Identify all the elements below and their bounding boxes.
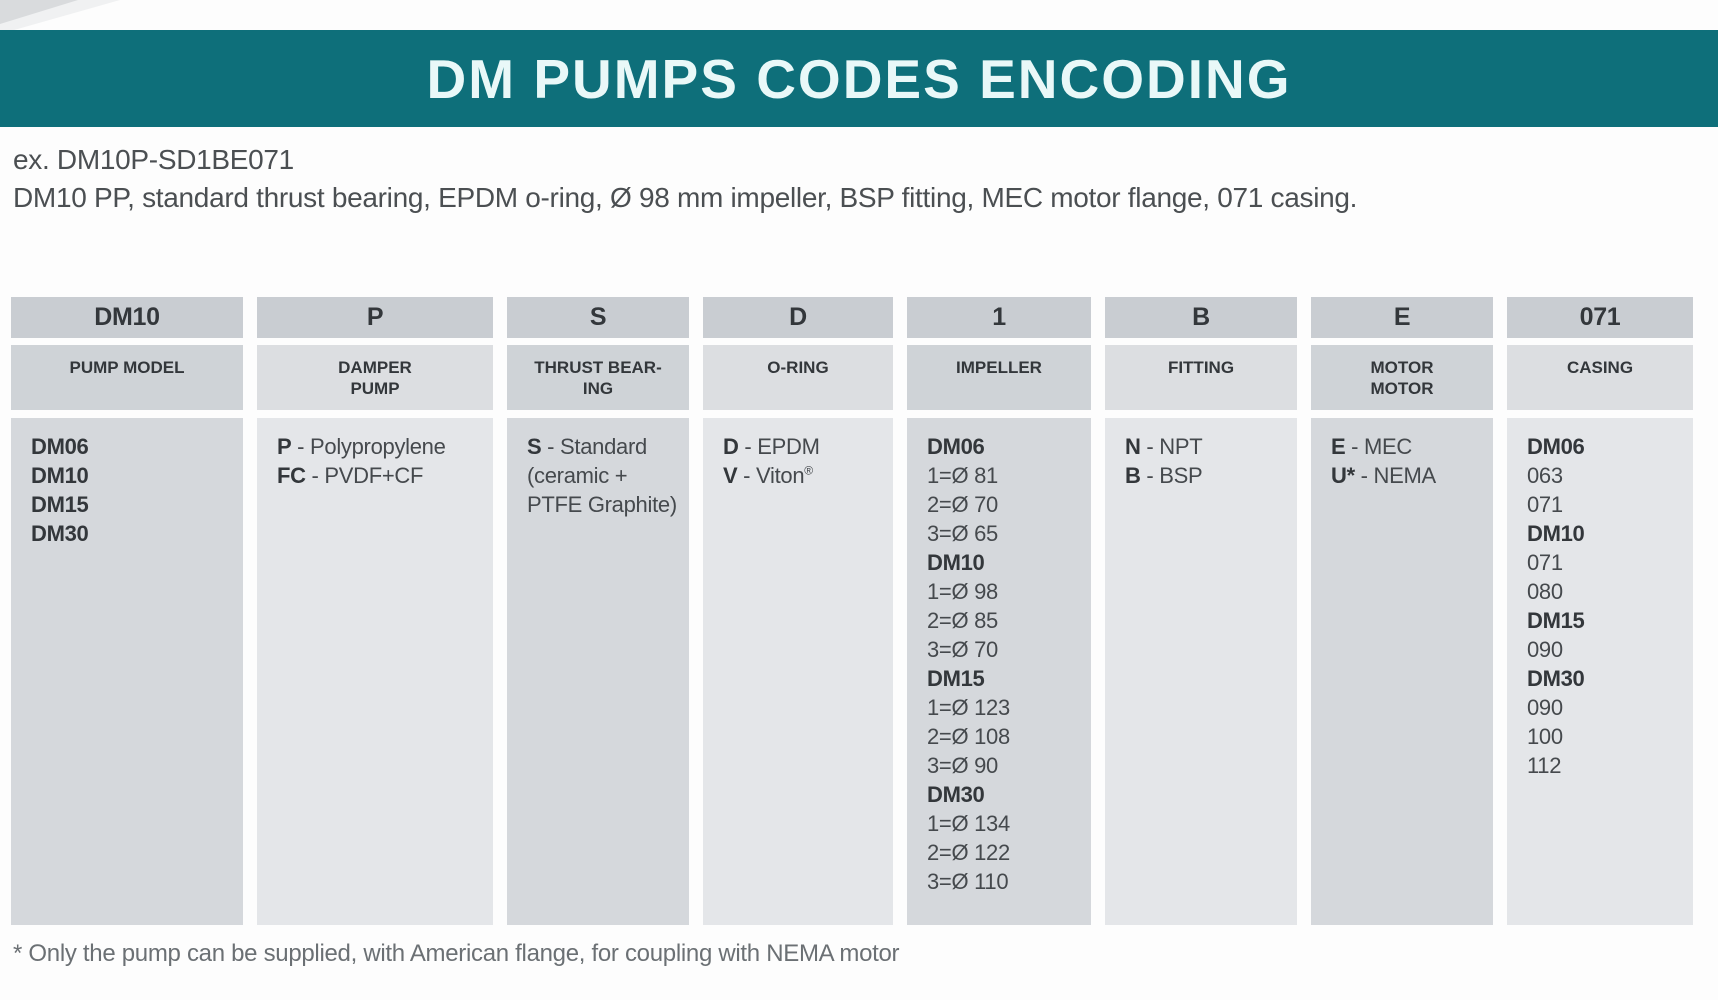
body-line: DM30 [927,782,985,807]
body-line: 071 [1527,550,1563,575]
body-line: 3=Ø 90 [927,753,998,778]
body-line: 090 [1527,637,1563,662]
column-subheader: DAMPER PUMP [257,345,493,410]
column-subheader: FITTING [1105,345,1297,410]
table-column: B FITTING N - NPT B - BSP [1105,297,1297,925]
body-line: V - Viton® [723,463,813,488]
column-body: D - EPDM V - Viton® [703,418,893,925]
table-column: 1 IMPELLER DM06 1=Ø 81 2=Ø 70 3=Ø 65 DM10 1=Ø 9… [907,297,1091,925]
column-subheader: PUMP MODEL [11,345,243,410]
body-line: 2=Ø 85 [927,608,998,633]
body-line: 090 [1527,695,1563,720]
body-line: 1=Ø 98 [927,579,998,604]
body-line: 071 [1527,492,1563,517]
body-line: D - EPDM [723,434,820,459]
body-line: 1=Ø 81 [927,463,998,488]
column-body: P - Polypropylene FC - PVDF+CF [257,418,493,925]
column-code-header: DM10 [11,297,243,338]
column-code-header: E [1311,297,1493,338]
column-body: DM06 1=Ø 81 2=Ø 70 3=Ø 65 DM10 1=Ø 98 2=Ø 85 3=… [907,418,1091,925]
table-column: 071 CASING DM06 063 071 DM10 071 080 DM15 090 DM30… [1507,297,1693,925]
column-body: E - MEC U* - NEMA [1311,418,1493,925]
column-code-header: P [257,297,493,338]
body-line: DM30 [1527,666,1585,691]
codes-table: DM10 PUMP MODEL DM06 DM10 DM15 DM30 P DAMPER PUM… [11,297,1693,925]
body-line: B - BSP [1125,463,1203,488]
table-column: D O-RING D - EPDM V - Viton® [703,297,893,925]
body-line: DM10 [927,550,985,575]
body-line: P - Polypropylene [277,434,446,459]
footnote: * Only the pump can be supplied, with Am… [13,940,900,967]
body-line: 2=Ø 70 [927,492,998,517]
body-line: FC - PVDF+CF [277,463,424,488]
table-column: E MOTOR MOTOR E - MEC U* - NEMA [1311,297,1493,925]
page-title: DM PUMPS CODES ENCODING [426,47,1292,110]
body-line: DM30 [31,521,89,546]
body-line: E - MEC [1331,434,1413,459]
body-line: DM15 [927,666,985,691]
body-line: 3=Ø 65 [927,521,998,546]
example-block: ex. DM10P-SD1BE071 DM10 PP, standard thr… [13,141,1357,217]
body-line: N - NPT [1125,434,1203,459]
column-code-header: 071 [1507,297,1693,338]
column-code-header: D [703,297,893,338]
column-body: N - NPT B - BSP [1105,418,1297,925]
column-body: DM06 DM10 DM15 DM30 [11,418,243,925]
column-subheader: THRUST BEAR- ING [507,345,689,410]
body-line: DM15 [31,492,89,517]
column-subheader: MOTOR MOTOR [1311,345,1493,410]
table-column: P DAMPER PUMP P - Polypropylene FC - PVDF+CF [257,297,493,925]
table-column: S THRUST BEAR- ING S - Standard (ceramic + PT… [507,297,689,925]
body-line: DM06 [927,434,985,459]
body-line: 1=Ø 134 [927,811,1010,836]
body-line: 3=Ø 70 [927,637,998,662]
body-line: DM10 [31,463,89,488]
table-column: DM10 PUMP MODEL DM06 DM10 DM15 DM30 [11,297,243,925]
column-code-header: B [1105,297,1297,338]
body-line: (ceramic + [527,463,628,488]
column-subheader: CASING [1507,345,1693,410]
body-line: 100 [1527,724,1563,749]
body-line: S - Standard [527,434,647,459]
column-code-header: 1 [907,297,1091,338]
body-line: 2=Ø 122 [927,840,1010,865]
body-line: 080 [1527,579,1563,604]
example-description: DM10 PP, standard thrust bearing, EPDM o… [13,182,1358,213]
column-body: DM06 063 071 DM10 071 080 DM15 090 DM30 090 100 112 [1507,418,1693,925]
body-line: 063 [1527,463,1563,488]
example-code: ex. DM10P-SD1BE071 [13,144,294,175]
body-line: 1=Ø 123 [927,695,1010,720]
column-subheader: O-RING [703,345,893,410]
body-line: 2=Ø 108 [927,724,1010,749]
body-line: DM06 [31,434,89,459]
body-line: PTFE Graphite) [527,492,677,517]
body-line: DM10 [1527,521,1585,546]
title-banner: DM PUMPS CODES ENCODING [0,30,1718,127]
body-line: U* - NEMA [1331,463,1436,488]
column-body: S - Standard (ceramic + PTFE Graphite) [507,418,689,925]
body-line: DM15 [1527,608,1585,633]
body-line: 112 [1527,753,1562,778]
column-subheader: IMPELLER [907,345,1091,410]
column-code-header: S [507,297,689,338]
body-line: DM06 [1527,434,1585,459]
body-line: 3=Ø 110 [927,869,1009,894]
